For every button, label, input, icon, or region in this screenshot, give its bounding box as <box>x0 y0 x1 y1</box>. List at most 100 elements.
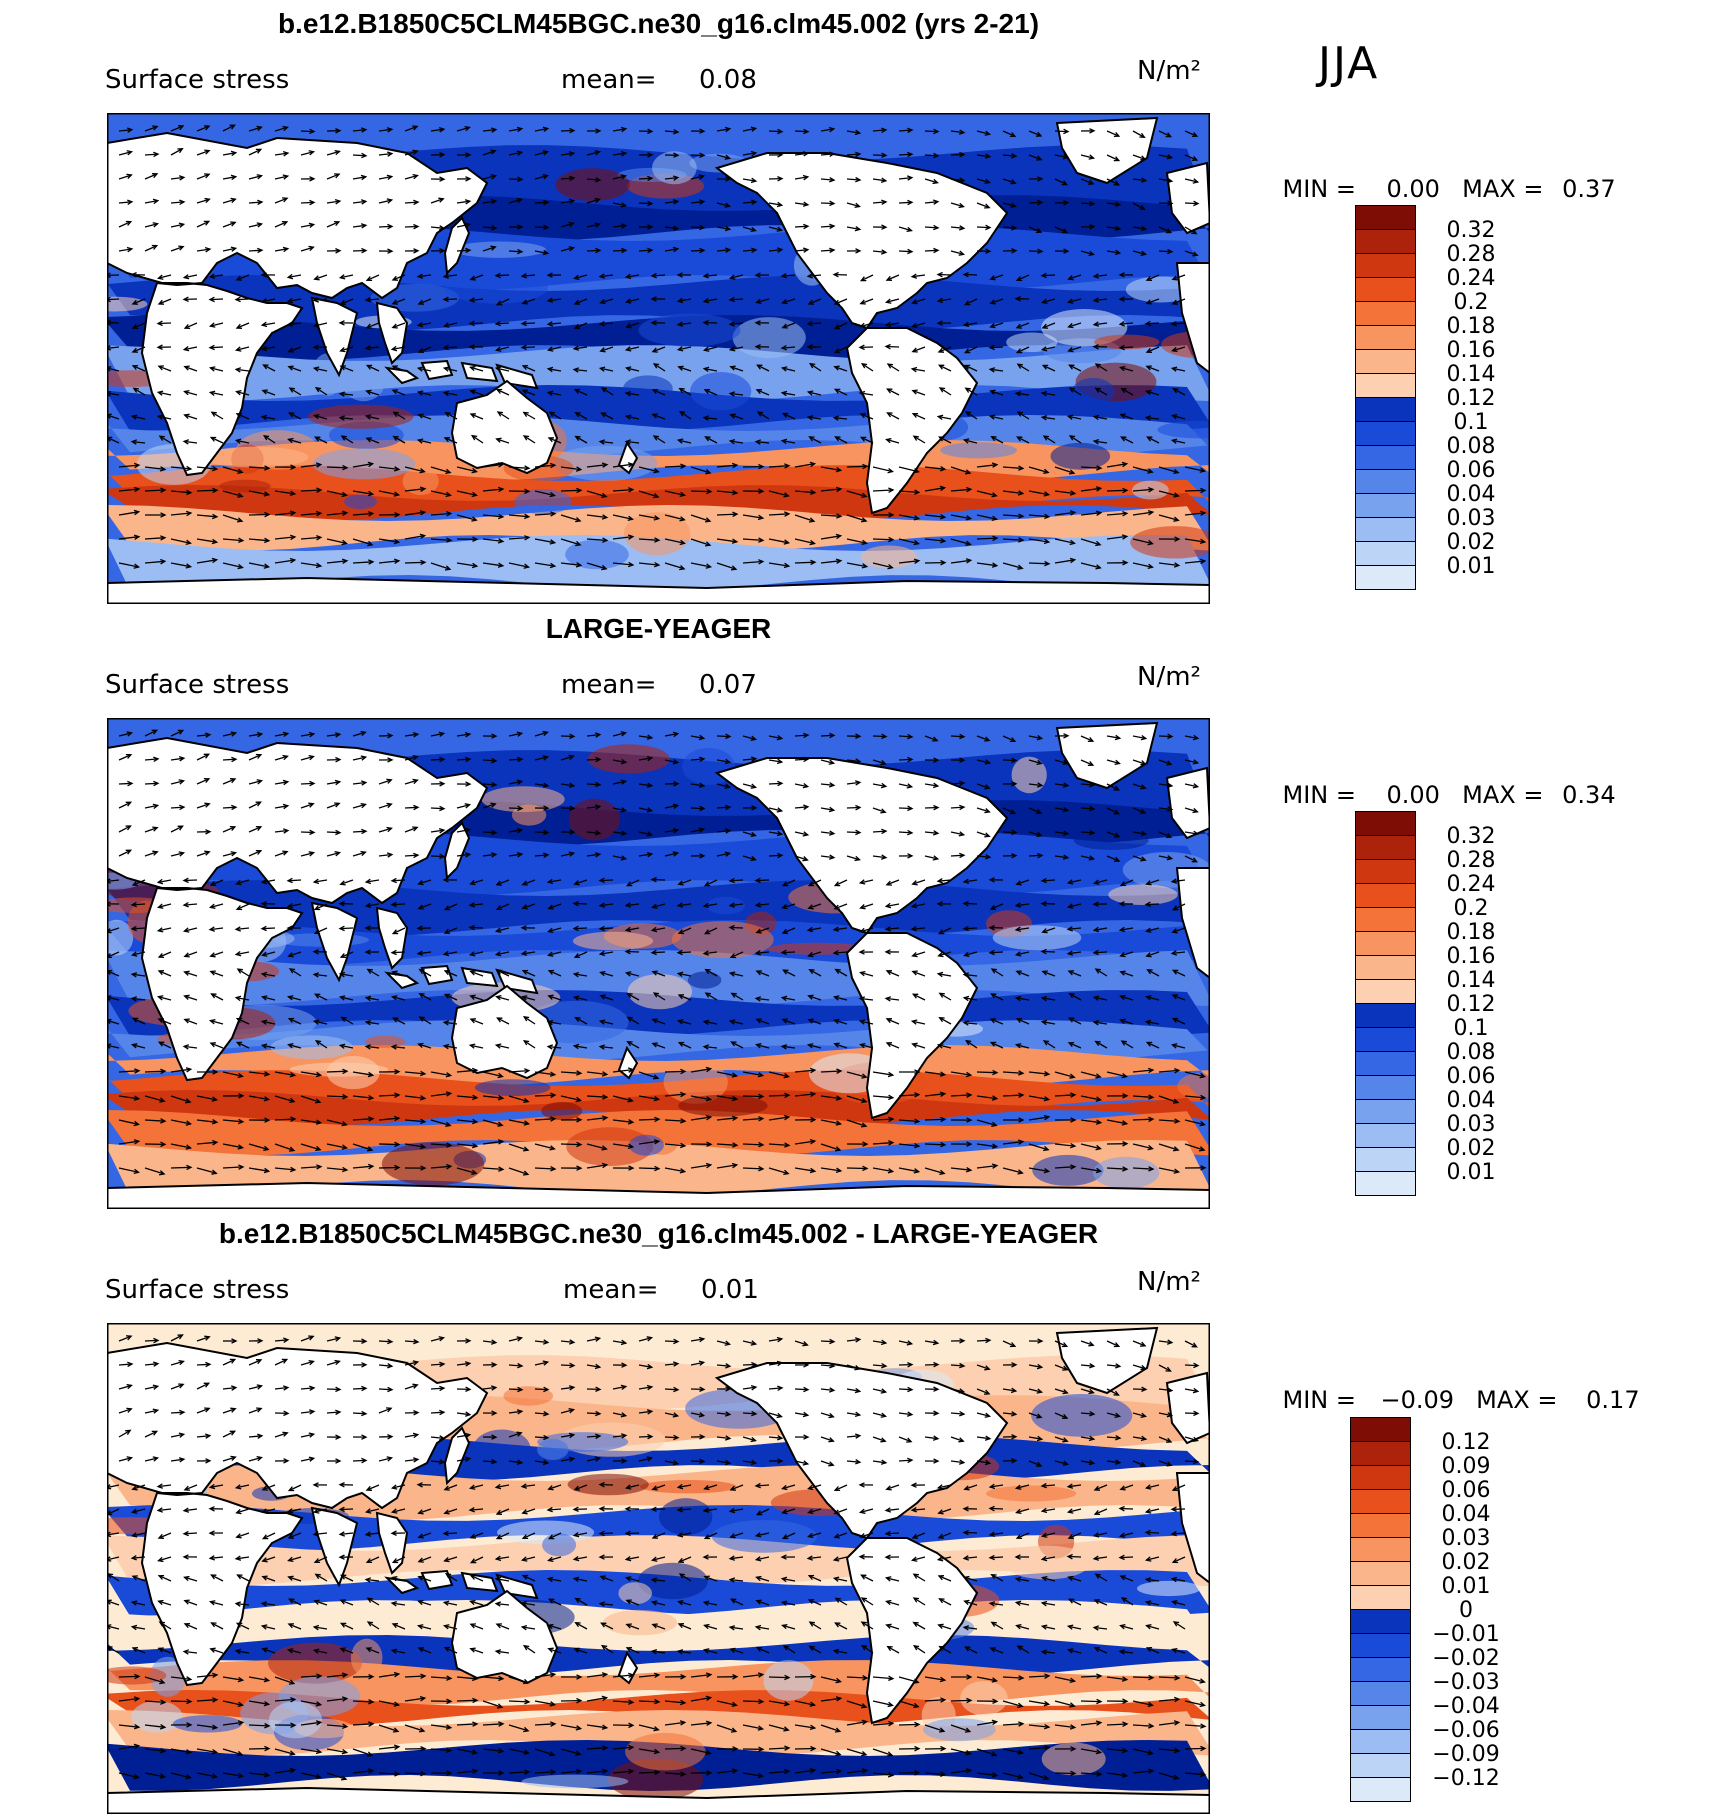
vector-shaft <box>1068 415 1082 420</box>
vector-head <box>361 1457 368 1464</box>
vector-head <box>392 435 399 441</box>
vector-shaft <box>820 1143 841 1151</box>
vector-head <box>1040 877 1047 884</box>
vector-head <box>703 1575 710 1581</box>
vector-head <box>833 348 841 354</box>
vector-head <box>907 733 914 740</box>
vector-head <box>360 199 368 205</box>
vector-shaft <box>1016 970 1030 977</box>
vector-head <box>829 223 836 230</box>
vector-head <box>938 1016 945 1023</box>
vector-shaft <box>820 514 842 517</box>
vector-shaft <box>144 758 159 761</box>
vector-head <box>469 1647 476 1653</box>
vector-shaft <box>404 806 419 809</box>
vector-head <box>289 490 297 497</box>
vector-shaft <box>534 1700 555 1706</box>
vector-shaft <box>1054 1724 1075 1729</box>
vector-shaft <box>404 826 418 833</box>
stress-band <box>107 1660 1210 1706</box>
vector-head <box>1014 1484 1022 1490</box>
vector-head <box>828 1461 835 1467</box>
vector-shaft <box>508 1069 529 1073</box>
vector-shaft <box>820 1364 835 1367</box>
vector-shaft <box>768 513 790 516</box>
colorbar-swatch <box>1355 517 1416 542</box>
vector-shaft <box>600 971 614 977</box>
vector-shaft <box>716 852 730 857</box>
vector-head <box>1067 1533 1075 1539</box>
vector-shaft <box>638 490 659 498</box>
vector-head <box>991 1143 999 1149</box>
vector-shaft <box>184 414 198 420</box>
land-outline <box>714 757 1009 935</box>
land-outline <box>384 366 420 385</box>
vector-head <box>601 1071 609 1077</box>
vector-head <box>497 1094 505 1101</box>
vector-shaft <box>144 1724 165 1728</box>
vector-head <box>939 465 947 472</box>
vector-shaft <box>444 392 458 396</box>
vector-head <box>886 412 893 418</box>
vector-head <box>724 202 732 208</box>
vector-shaft <box>196 1167 217 1174</box>
vector-head <box>885 275 893 281</box>
vector-head <box>750 756 758 762</box>
vector-shaft <box>964 973 978 977</box>
vector-head <box>780 1554 787 1560</box>
vector-head <box>677 1600 684 1606</box>
vector-head <box>984 1412 992 1418</box>
vector-head <box>308 1335 315 1341</box>
vector-head <box>338 1043 346 1049</box>
vector-head <box>601 1145 608 1151</box>
vector-shaft <box>365 298 380 301</box>
vector-head <box>621 1458 628 1464</box>
vector-head <box>465 176 472 182</box>
vector-head <box>991 1163 999 1169</box>
vector-shaft <box>288 903 302 908</box>
units-label: N/m² <box>1137 56 1201 86</box>
vector-shaft <box>1094 298 1108 302</box>
vector-shaft <box>366 1647 380 1654</box>
vector-shaft <box>898 1119 919 1123</box>
vector-shaft <box>1172 951 1186 955</box>
vector-head <box>802 1341 809 1347</box>
vector-shaft <box>419 993 432 1001</box>
vector-shaft <box>690 828 704 833</box>
vector-shaft <box>326 1070 348 1073</box>
vector-head <box>962 438 970 444</box>
vector-shaft <box>534 1094 556 1097</box>
vector-shaft <box>742 127 756 132</box>
vector-head <box>543 1411 550 1417</box>
vector-head <box>1093 1485 1101 1491</box>
vector-head <box>543 199 550 206</box>
stress-patch <box>1157 421 1210 439</box>
vector-head <box>260 925 267 932</box>
vector-shaft <box>846 514 867 522</box>
vector-shaft <box>560 247 574 252</box>
vector-shaft <box>599 927 614 930</box>
vector-head <box>937 1533 944 1539</box>
vector-head <box>599 298 606 305</box>
vector-shaft <box>872 489 894 492</box>
vector-shaft <box>924 806 939 809</box>
vector-shaft <box>132 1626 146 1630</box>
vector-head <box>647 200 654 207</box>
vector-head <box>829 247 836 254</box>
vector-head <box>335 732 342 738</box>
vector-shaft <box>1080 1119 1101 1124</box>
vector-head <box>569 175 576 182</box>
vector-head <box>290 1116 297 1122</box>
vector-head <box>341 1166 349 1173</box>
vector-head <box>1114 734 1122 741</box>
vector-shaft <box>950 1071 971 1076</box>
vector-head <box>1010 179 1017 185</box>
vector-head <box>676 1483 684 1490</box>
colorbar-swatch <box>1355 301 1416 326</box>
vector-head <box>754 1532 762 1538</box>
vector-head <box>861 563 869 569</box>
vector-head <box>1166 1412 1174 1418</box>
vector-shaft <box>898 466 919 473</box>
vector-shaft <box>1120 927 1134 931</box>
vector-shaft <box>626 1556 640 1561</box>
